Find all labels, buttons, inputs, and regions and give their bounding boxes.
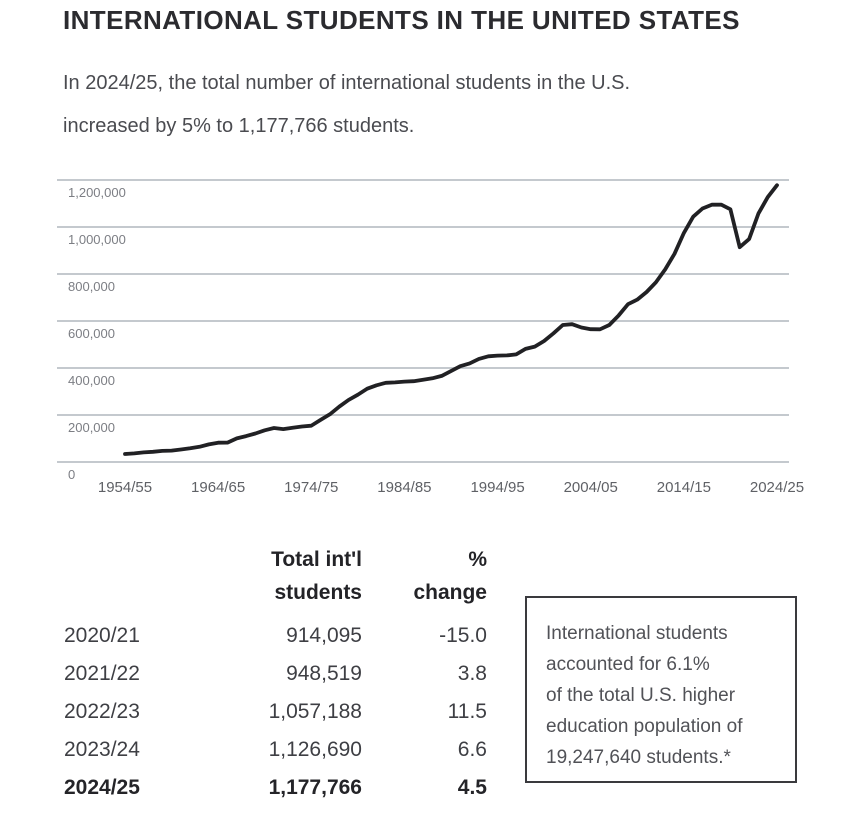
- table-header-row: Total int'l students % change: [64, 543, 488, 609]
- table-header-year: [64, 543, 164, 609]
- x-tick-label: 1994/95: [470, 479, 524, 496]
- cell-students: 1,057,188: [268, 700, 362, 723]
- subtitle-line-2: increased by 5% to 1,177,766 students.: [63, 115, 415, 137]
- y-tick-label: 400,000: [68, 373, 115, 388]
- callout-line: education population of: [546, 716, 743, 737]
- y-tick-label: 600,000: [68, 326, 115, 341]
- cell-year: 2021/22: [64, 662, 140, 685]
- callout-line: of the total U.S. higher: [546, 685, 736, 706]
- table-row: 2024/25 1,177,766 4.5: [64, 769, 488, 807]
- page-subtitle: In 2024/25, the total number of internat…: [63, 62, 630, 148]
- table-row: 2023/24 1,126,690 6.6: [64, 731, 488, 769]
- cell-students: 1,177,766: [268, 776, 362, 799]
- table-row: 2020/21 914,095 -15.0: [64, 617, 488, 655]
- subtitle-line-1: In 2024/25, the total number of internat…: [63, 72, 631, 94]
- trend-line: [123, 183, 779, 456]
- x-tick-label: 1954/55: [98, 479, 152, 496]
- callout-box: International students accounted for 6.1%…: [525, 596, 797, 783]
- x-tick-label: 2014/15: [657, 479, 711, 496]
- y-tick-label: 0: [68, 467, 75, 482]
- table-body: 2020/21 914,095 -15.0 2021/22 948,519 3.8 2022…: [64, 617, 488, 807]
- cell-change: 6.6: [457, 738, 487, 761]
- cell-students: 1,126,690: [268, 738, 362, 761]
- x-tick-label: 1964/65: [191, 479, 245, 496]
- callout-line: accounted for 6.1%: [546, 654, 710, 675]
- cell-year: 2023/24: [64, 738, 140, 761]
- y-tick-label: 1,000,000: [68, 232, 126, 247]
- cell-change: 4.5: [457, 776, 487, 799]
- x-tick-label: 2004/05: [564, 479, 618, 496]
- cell-change: 11.5: [447, 700, 487, 723]
- table-row: 2022/23 1,057,188 11.5: [64, 693, 488, 731]
- cell-students: 948,519: [286, 662, 362, 685]
- cell-year: 2024/25: [64, 776, 140, 799]
- callout-line: International students: [546, 623, 728, 644]
- x-tick-label: 2024/25: [750, 479, 804, 496]
- x-tick-label: 1974/75: [284, 479, 338, 496]
- table-header-students: Total int'l students: [271, 548, 362, 604]
- page-title: INTERNATIONAL STUDENTS IN THE UNITED STA…: [63, 5, 740, 35]
- line-chart: 0 200,000 400,000 600,000 800,000 1,000,000 1,…: [57, 179, 804, 496]
- cell-year: 2022/23: [64, 700, 140, 723]
- y-tick-label: 200,000: [68, 420, 115, 435]
- callout-line: 19,247,640 students.*: [546, 747, 731, 768]
- cell-students: 914,095: [286, 624, 362, 647]
- cell-year: 2020/21: [64, 624, 140, 647]
- cell-change: -15.0: [439, 624, 487, 647]
- y-tick-label: 1,200,000: [68, 185, 126, 200]
- y-tick-label: 800,000: [68, 279, 115, 294]
- x-tick-label: 1984/85: [377, 479, 431, 496]
- yearly-students-table: Total int'l students % change 2020/21 914…: [64, 543, 488, 807]
- table-header-change: % change: [413, 548, 487, 604]
- table-row: 2021/22 948,519 3.8: [64, 655, 488, 693]
- callout-text: International students accounted for 6.1%…: [546, 618, 787, 773]
- cell-change: 3.8: [457, 662, 487, 685]
